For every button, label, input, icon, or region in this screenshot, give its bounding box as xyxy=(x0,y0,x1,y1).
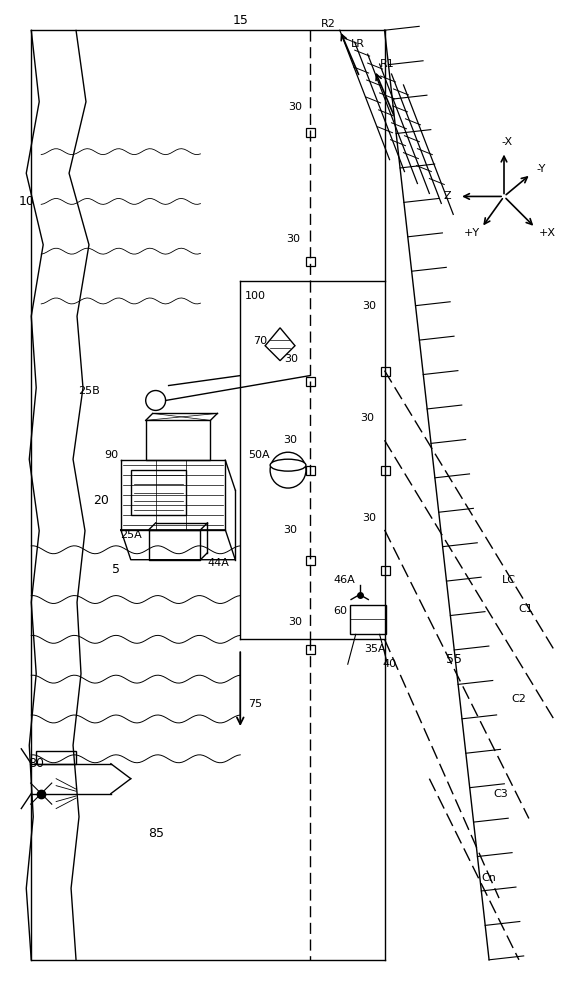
Bar xyxy=(380,367,389,376)
Bar xyxy=(350,605,386,634)
Text: 10: 10 xyxy=(18,195,34,208)
Text: 15: 15 xyxy=(232,14,248,27)
Text: 30: 30 xyxy=(283,435,297,445)
Text: +X: +X xyxy=(539,228,556,238)
Text: -Y: -Y xyxy=(536,164,546,174)
Text: 75: 75 xyxy=(248,699,262,709)
Bar xyxy=(306,556,315,565)
Text: 30: 30 xyxy=(363,513,377,523)
Text: 46A: 46A xyxy=(334,575,356,585)
Text: C2: C2 xyxy=(512,694,526,704)
Circle shape xyxy=(270,452,306,488)
Text: 50A: 50A xyxy=(249,450,270,460)
Ellipse shape xyxy=(270,459,306,471)
Bar xyxy=(131,470,186,515)
Text: 80: 80 xyxy=(28,757,44,770)
Text: 35A: 35A xyxy=(364,644,385,654)
Text: 5: 5 xyxy=(112,563,120,576)
Text: C3: C3 xyxy=(494,789,509,799)
Bar xyxy=(380,566,389,575)
Text: 30: 30 xyxy=(288,617,302,627)
Text: 60: 60 xyxy=(333,606,347,616)
Text: 30: 30 xyxy=(288,102,302,112)
Bar xyxy=(306,257,315,266)
Text: 30: 30 xyxy=(286,234,300,244)
Text: 100: 100 xyxy=(245,291,266,301)
Text: 90: 90 xyxy=(104,450,118,460)
Bar xyxy=(306,128,315,137)
Text: C1: C1 xyxy=(519,604,533,614)
Text: Cn: Cn xyxy=(482,873,496,883)
Text: 30: 30 xyxy=(360,413,375,423)
Text: R1: R1 xyxy=(380,59,395,69)
Bar xyxy=(380,466,389,475)
Bar xyxy=(306,645,315,654)
Text: LR: LR xyxy=(350,39,365,49)
Text: LC: LC xyxy=(502,575,516,585)
Bar xyxy=(306,377,315,386)
Text: +Y: +Y xyxy=(463,228,480,238)
Text: -X: -X xyxy=(502,137,513,147)
Text: 30: 30 xyxy=(284,354,298,364)
Text: 44A: 44A xyxy=(208,558,229,568)
Text: 70: 70 xyxy=(253,336,267,346)
Bar xyxy=(36,751,76,764)
Text: R2: R2 xyxy=(320,19,335,29)
Text: 40: 40 xyxy=(382,659,397,669)
Text: 85: 85 xyxy=(148,827,163,840)
Text: 25B: 25B xyxy=(78,386,100,396)
Text: 30: 30 xyxy=(283,525,297,535)
Text: 30: 30 xyxy=(363,301,377,311)
Bar xyxy=(306,466,315,475)
Text: 20: 20 xyxy=(93,493,109,506)
Text: Z: Z xyxy=(443,191,451,201)
Text: 25A: 25A xyxy=(120,530,142,540)
Text: 55: 55 xyxy=(446,653,462,666)
